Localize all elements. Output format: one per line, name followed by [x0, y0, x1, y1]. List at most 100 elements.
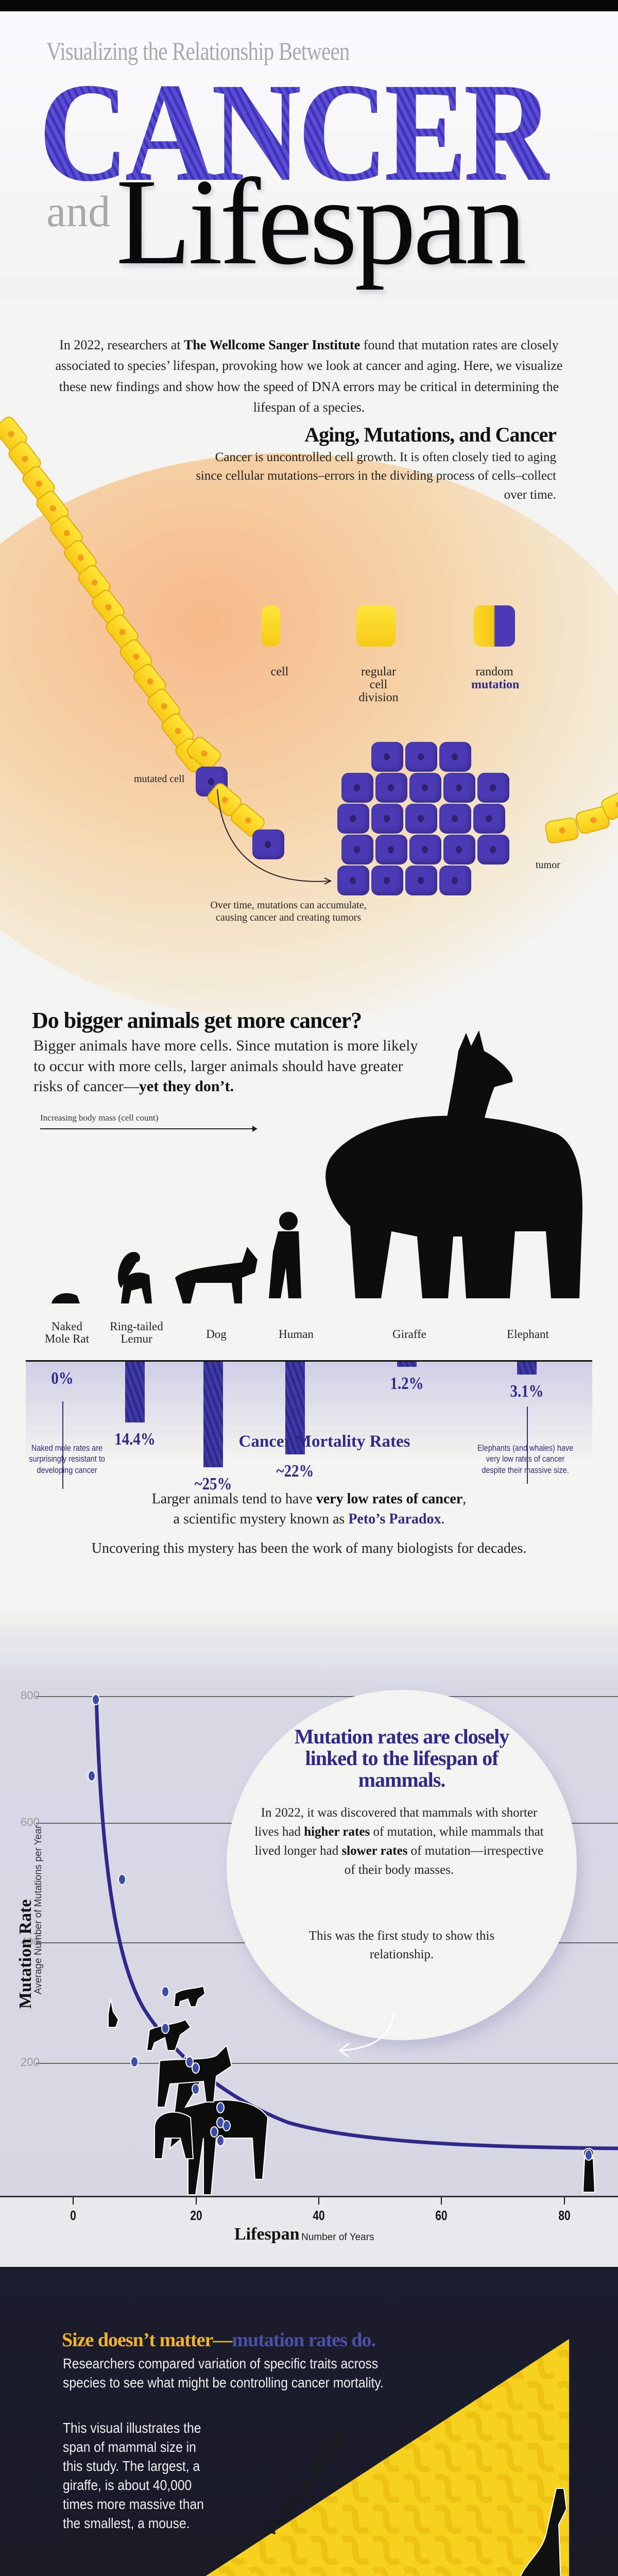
- tumor-cell: [371, 804, 403, 834]
- animal-silhouettes: [52, 1030, 582, 1303]
- tumor-cell: [443, 835, 475, 865]
- x-axis-area: [0, 2197, 618, 2267]
- tumor-cell: [439, 742, 471, 772]
- x-axis-subtitle: Number of Years: [301, 2232, 374, 2243]
- bar-chart-baseline: [26, 1360, 592, 1362]
- x-tick-60: [441, 2197, 442, 2205]
- bar-value-label: ~22%: [276, 1462, 314, 1481]
- top-bar: [0, 0, 618, 11]
- tumor-cell: [375, 773, 407, 803]
- y-tick-200: 200: [21, 2056, 40, 2069]
- header-title-and: and: [46, 187, 111, 236]
- tumor-cell: [439, 804, 471, 834]
- data-point-colobus-monkey: [222, 2120, 231, 2131]
- accumulate-note: Over time, mutations can accumulate, cau…: [210, 900, 367, 923]
- mole-rat-note: Naked mole rates are surprisingly resist…: [29, 1443, 105, 1475]
- tumor-cell: [371, 742, 403, 772]
- x-tick-80: [564, 2197, 565, 2205]
- tumor-cell: [405, 866, 437, 895]
- data-point-rabbit: [130, 2056, 139, 2067]
- bar-value-label: ~25%: [194, 1475, 232, 1494]
- animal-label-human: Human: [279, 1328, 314, 1341]
- animal-label-giraffe: Giraffe: [392, 1328, 426, 1341]
- curved-arrow-icon: [217, 789, 332, 885]
- animal-label-elephant: Elephant: [507, 1328, 549, 1341]
- intro-text: In 2022, researchers at: [59, 337, 184, 352]
- header: [0, 11, 618, 300]
- callout-arrow-icon: [338, 2011, 395, 2058]
- bar-elephant: [517, 1362, 537, 1375]
- tumor-cell: [371, 866, 403, 895]
- tumor-cell: [341, 773, 373, 803]
- tumor-cell: [405, 804, 437, 834]
- size-variation-triangle: [205, 2339, 569, 2576]
- cell-division-icon: [356, 605, 396, 647]
- tumor-cell: [439, 866, 471, 895]
- bar-human: [285, 1362, 305, 1455]
- tumor-cell: [409, 835, 441, 865]
- elephant-note: Elephants (and whales) have very low rat…: [477, 1443, 574, 1475]
- x-axis-line: [0, 2196, 618, 2197]
- bigger-animals-title: Do bigger animals get more cancer?: [32, 1008, 362, 1033]
- tumor-cell: [477, 773, 509, 803]
- animal-label-dog: Dog: [206, 1328, 227, 1341]
- cell-icon: [262, 605, 280, 647]
- tumor-cell: [477, 835, 509, 865]
- intro-text-2: found that mutation rates are closely as…: [55, 337, 563, 415]
- callout-bubble: [227, 1690, 577, 2040]
- data-point-cow-: [192, 2062, 200, 2074]
- gridline-200: [36, 2063, 618, 2064]
- x-tick-0: [73, 2197, 74, 2205]
- callout-title: Mutation rates are closely linked to the…: [294, 1725, 509, 1791]
- bar-dog: [203, 1362, 223, 1467]
- size-para-2: This visual illustrates the span of mamm…: [63, 2420, 204, 2531]
- x-axis-title: Lifespan: [234, 2225, 300, 2244]
- bigger-animals-description: Bigger animals have more cells. Since mu…: [33, 1037, 418, 1095]
- mole-rat-note-line: [62, 1401, 63, 1489]
- peto-paradox-link: Peto’s Paradox: [348, 1511, 441, 1528]
- size-para-1: Researchers compared variation of specif…: [63, 2355, 384, 2391]
- tumor-cell: [405, 742, 437, 772]
- bar-chart-title: Cancer Mortality Rates: [238, 1432, 410, 1451]
- bar-ring-tailed-lemur: [125, 1362, 145, 1423]
- body-mass-axis-label: Increasing body mass (cell count): [40, 1113, 159, 1123]
- intro-paragraph: In 2022, researchers at The Wellcome San…: [52, 335, 566, 418]
- bar-chart-background: [26, 1361, 592, 1459]
- peto-mystery-text: Uncovering this mystery has been the wor…: [91, 1540, 527, 1556]
- y-tick-600: 600: [21, 1816, 40, 1828]
- intro-institute: The Wellcome Sanger Institute: [184, 337, 360, 352]
- body-mass-arrow-icon: [40, 1126, 258, 1132]
- data-point-lion: [192, 2083, 200, 2095]
- data-point-dog: [210, 2126, 219, 2138]
- tumor-cell: [443, 773, 475, 803]
- tumor-cell: [341, 835, 373, 865]
- x-label-40: 40: [313, 2208, 325, 2223]
- animal-label-naked-mole-rat: Naked Mole Rat: [44, 1320, 90, 1346]
- tumor-label: tumor: [536, 859, 560, 871]
- random-mutation-icon: [474, 605, 515, 647]
- data-point-tiger-other: [216, 2135, 225, 2147]
- animal-label-ring-tailed-lemur: Ring-tailed Lemur: [110, 1320, 163, 1346]
- bar-value-label: 3.1%: [510, 1382, 544, 1401]
- header-title-cancer: CANCER: [39, 54, 554, 211]
- header-subtitle: Visualizing the Relationship Between: [46, 37, 350, 65]
- bar-giraffe: [397, 1362, 417, 1367]
- data-point-rat: [87, 1770, 96, 1782]
- peto-paradox-text: Larger animals tend to have very low rat…: [151, 1491, 467, 1528]
- chart-animal-silhouettes: [108, 1985, 596, 2195]
- bar-value-label: 1.2%: [390, 1374, 424, 1393]
- stage-label-cell: cell: [270, 665, 289, 679]
- tumor-cell: [337, 866, 369, 895]
- data-point-cat: [161, 1986, 169, 1998]
- stage-label-division: regular cell division: [358, 665, 399, 705]
- stage-label-mutation: random mutation: [471, 665, 520, 692]
- callout-footnote: This was the first study to show this re…: [308, 1929, 495, 1962]
- data-point-horse: [216, 2102, 225, 2113]
- tumor-cell: [409, 773, 441, 803]
- x-tick-40: [318, 2197, 319, 2205]
- callout-body: In 2022, it was discovered that mammals …: [254, 1806, 544, 1877]
- aging-section-description: Cancer is uncontrolled cell growth. It i…: [196, 450, 556, 502]
- header-title-lifespan: Lifespan: [116, 153, 527, 290]
- x-label-80: 80: [558, 2208, 571, 2223]
- x-label-0: 0: [70, 2208, 76, 2223]
